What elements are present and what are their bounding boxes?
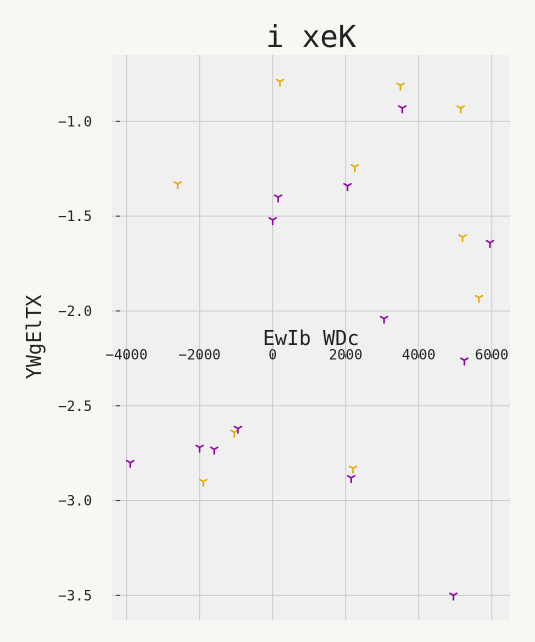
data-point-series-2 xyxy=(343,183,352,192)
data-point-series-2 xyxy=(233,425,243,434)
y-tick-label: −2.0 xyxy=(58,304,92,320)
x-tick-label: 4000 xyxy=(402,347,436,363)
data-point-series-2 xyxy=(449,592,458,601)
x-tick-label: 6000 xyxy=(475,347,509,363)
data-point-series-2 xyxy=(398,105,407,114)
y-tick-label: −1.5 xyxy=(58,209,92,225)
data-point-series-2 xyxy=(273,194,283,203)
data-point-series-1 xyxy=(348,465,358,474)
data-point-series-2 xyxy=(346,475,356,484)
y-tick-label: −2.5 xyxy=(58,399,92,415)
y-tick-label: −1.0 xyxy=(58,114,92,130)
data-point-series-1 xyxy=(275,78,285,87)
chart-title: i xeK xyxy=(266,20,356,55)
data-point-series-1 xyxy=(173,181,183,190)
y-tick-label: −3.0 xyxy=(58,494,92,510)
data-point-series-1 xyxy=(456,105,465,114)
data-point-series-1 xyxy=(396,82,405,91)
data-point-series-1 xyxy=(350,164,360,173)
y-axis: −1.0 −1.5 −2.0 −2.5 −3.0 −3.5 xyxy=(58,114,120,604)
x-tick-label: 0 xyxy=(268,347,276,363)
data-point-series-1 xyxy=(199,478,208,487)
x-axis: −4000 −2000 0 2000 4000 6000 xyxy=(106,347,509,363)
x-tick-label: −4000 xyxy=(106,347,148,363)
data-point-series-1 xyxy=(458,234,467,243)
grid-lines xyxy=(112,55,510,620)
data-point-series-2 xyxy=(485,239,495,249)
data-point-series-2 xyxy=(209,446,219,455)
data-point-series-2 xyxy=(125,459,135,468)
x-tick-label: 2000 xyxy=(329,347,363,363)
data-point-series-2 xyxy=(268,217,277,226)
x-tick-label: −2000 xyxy=(179,347,221,363)
plot-background xyxy=(112,55,510,620)
data-point-series-2 xyxy=(460,357,469,366)
x-axis-title: EwIb WDc xyxy=(263,326,359,350)
data-points xyxy=(125,78,495,601)
y-tick-label: −3.5 xyxy=(58,588,92,604)
data-point-series-2 xyxy=(195,444,204,453)
data-point-series-1 xyxy=(474,294,484,303)
y-axis-title: YWgElTX xyxy=(22,295,46,379)
data-point-series-2 xyxy=(379,315,389,324)
